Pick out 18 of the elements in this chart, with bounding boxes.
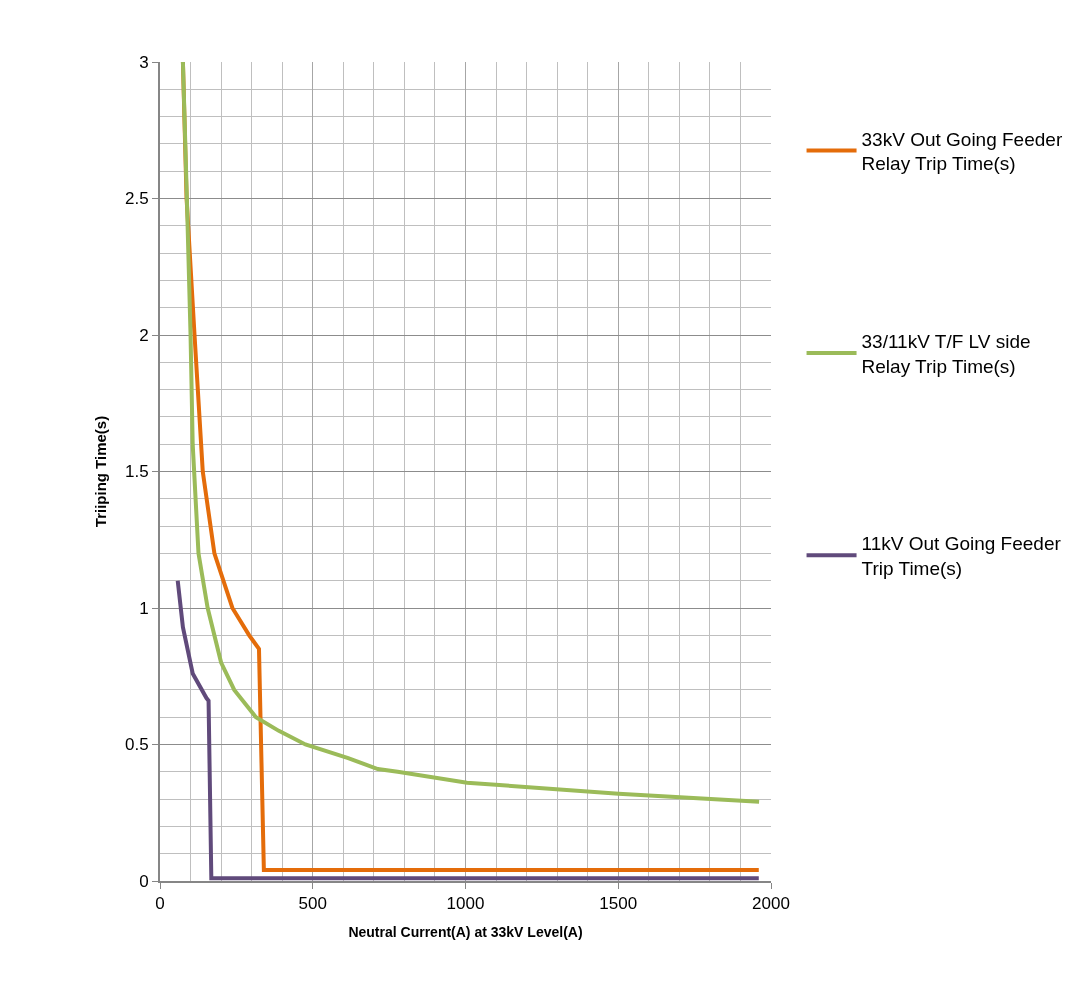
legend-label: 11kV Out Going Feeder Trip Time(s) (861, 533, 1062, 580)
x-tick-label: 500 (298, 894, 327, 914)
y-axis-title: Triiping Time(s) (91, 415, 109, 528)
x-tick-label: 0 (155, 894, 165, 914)
x-tick-label: 2000 (752, 894, 790, 914)
y-tick-label: 0.5 (124, 735, 149, 755)
line-series (175, 578, 761, 881)
x-tick-label: 1500 (599, 894, 638, 914)
y-tick-label: 2.5 (124, 189, 149, 209)
y-tick-label: 0 (139, 871, 149, 891)
y-tick-label: 1 (139, 598, 149, 618)
legend-label: 33kV Out Going Feeder Relay Trip Time(s) (861, 128, 1063, 175)
legend-label: 33/11kV T/F LV side Relay Trip Time(s) (861, 330, 1031, 377)
y-tick-label: 2 (139, 325, 149, 345)
y-tick-label: 1.5 (124, 462, 149, 482)
y-tick-label: 3 (139, 52, 149, 72)
x-axis-title: Neutral Current(A) at 33kV Level(A) (348, 924, 583, 941)
x-tick-label: 1000 (446, 894, 485, 914)
